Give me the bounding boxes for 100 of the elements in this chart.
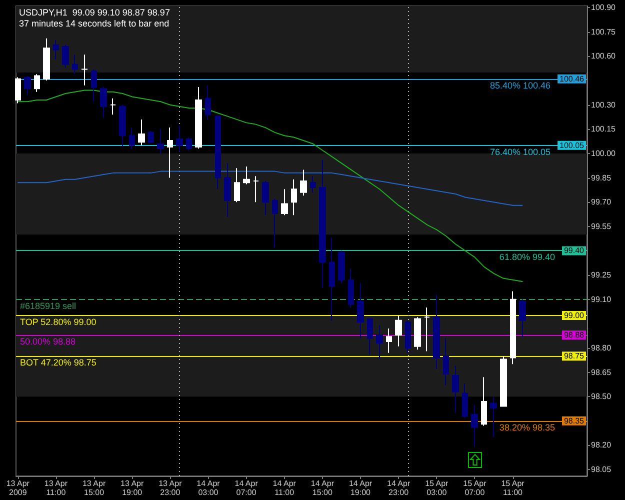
ref-line-label: TOP 52.80% 99.00 [20, 317, 96, 328]
candlestick [119, 104, 126, 148]
candlestick [15, 76, 21, 104]
line-series [17, 170, 523, 206]
candlestick [367, 318, 373, 355]
chart-title: USDJPY,H1 99.09 99.10 98.87 98.97 [19, 8, 170, 18]
x-tick-label: 14 Apr 11:00 [272, 479, 296, 497]
y-tick-label: 99.70 [591, 198, 612, 207]
annotation: 100.05 [560, 140, 585, 150]
y-tick-label: 100.15 [591, 124, 616, 134]
annotation: 98.35 [564, 416, 585, 426]
ref-line-label: 50.00% 98.88 [20, 336, 76, 346]
x-tick-label: 13 Apr 19:00 [120, 479, 144, 497]
candlestick [338, 250, 345, 284]
y-tick-label: 98.50 [591, 392, 612, 402]
candlestick [81, 54, 88, 86]
y-tick-label: 100.60 [591, 52, 616, 61]
candlestick [357, 282, 364, 339]
y-tick-label: 100.30 [591, 100, 616, 110]
candlestick [348, 268, 354, 308]
candlestick [53, 40, 59, 60]
candlestick [129, 127, 135, 150]
candlestick [148, 130, 154, 144]
ref-line-label: BOT 47.20% 98.75 [20, 358, 96, 368]
candlestick [291, 178, 297, 216]
annotation: 98.88 [564, 330, 585, 340]
candlestick [443, 338, 449, 386]
y-tick-label: 99.55 [591, 222, 612, 231]
candlestick [395, 315, 402, 347]
y-tick-label: 98.20 [591, 440, 612, 450]
y-tick-label: 98.05 [591, 465, 612, 474]
x-tick-label: 13 Apr 11:00 [44, 479, 68, 497]
candlestick [157, 128, 164, 154]
candlestick [481, 376, 487, 426]
candlestick [100, 86, 107, 118]
candlestick [519, 298, 526, 338]
candlestick [329, 237, 335, 321]
y-tick-label: 99.25 [591, 270, 612, 280]
x-tick-label: 14 Apr 19:00 [348, 479, 372, 497]
candlestick [215, 114, 221, 190]
candlestick [186, 136, 192, 151]
annotation: 99.00 [564, 311, 585, 320]
x-tick-label: 13 Apr 23:00 [158, 479, 182, 497]
candlestick [433, 294, 440, 370]
candlestick [272, 198, 278, 248]
candlestick [91, 68, 97, 102]
ref-line-label: 61.80% 99.40 [499, 252, 555, 262]
candlestick [319, 159, 326, 288]
candlestick [310, 176, 316, 193]
text: 37 minutes 14 seconds left to bar end [19, 18, 170, 28]
candlestick [500, 356, 507, 407]
y-tick-label: 98.80 [591, 343, 612, 352]
candlestick [167, 127, 173, 178]
candlestick [414, 316, 421, 350]
candlestick [72, 54, 78, 75]
annotation: 100.46 [560, 74, 585, 84]
y-tick-label: 98.65 [591, 368, 612, 377]
y-tick-label: 100.90 [591, 3, 616, 12]
candlestick [62, 44, 69, 68]
y-tick-label: 99.10 [591, 294, 612, 304]
candlestick [490, 396, 497, 438]
x-tick-label: 14 Apr 23:00 [387, 479, 410, 497]
ref-line-label: 85.40% 100.46 [490, 80, 551, 90]
candlestick [24, 75, 31, 96]
x-tick-label: 13 Apr 15:00 [82, 479, 106, 497]
candlestick [110, 98, 116, 116]
y-tick-label: 99.85 [591, 173, 612, 182]
candlestick [138, 118, 145, 146]
y-tick-label: 100.00 [591, 148, 616, 158]
x-tick-label: 15 Apr 03:00 [425, 479, 449, 497]
candlestick [195, 86, 202, 150]
x-tick-label: 15 Apr 11:00 [501, 479, 525, 497]
annotation: 98.75 [564, 352, 585, 361]
candlestick [471, 404, 478, 448]
candlestick [300, 169, 307, 196]
candlestick [234, 168, 240, 203]
candlestick [253, 176, 259, 203]
candlestick [243, 166, 250, 185]
x-tick-label: 15 Apr 07:00 [463, 479, 487, 497]
candlestick [205, 84, 211, 120]
x-tick-label: 13 Apr 2009 [6, 479, 30, 497]
x-tick-label: 14 Apr 03:00 [196, 479, 220, 497]
candlestick [462, 383, 468, 418]
candlestick [510, 290, 516, 365]
candlestick [176, 125, 183, 152]
candlestick [43, 38, 50, 82]
x-tick-label: 14 Apr 07:00 [234, 479, 258, 497]
candlestick [281, 188, 288, 216]
ref-line-label: 76.40% 100.05 [490, 146, 551, 157]
annotation: 99.40 [564, 246, 585, 256]
y-tick-label: 100.75 [591, 27, 616, 36]
candlestick [34, 74, 40, 92]
candlestick [224, 162, 231, 218]
candlestick [452, 365, 459, 414]
candlestick [424, 306, 430, 352]
candlestick [386, 328, 392, 354]
candlestick [262, 180, 269, 216]
ref-line-label: 38.20% 98.35 [499, 422, 555, 432]
candlestick [405, 320, 411, 354]
ref-line-label: #6185919 sell [20, 300, 76, 311]
